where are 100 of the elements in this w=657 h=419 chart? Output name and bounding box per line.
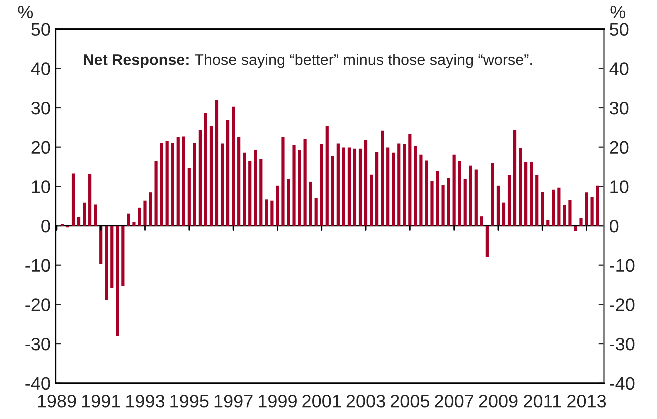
x-tick-label: 1989	[38, 394, 76, 408]
y-tick-label: 20	[32, 141, 50, 154]
bar	[420, 154, 423, 226]
bar	[171, 143, 174, 226]
y-tick-label: -20	[26, 298, 50, 312]
y2-tick-label: -20	[610, 298, 635, 312]
bar	[144, 200, 147, 226]
bar	[298, 150, 302, 226]
bar	[215, 100, 219, 226]
bar	[464, 179, 467, 226]
bar	[519, 148, 522, 226]
y2-tick-label: 30	[610, 102, 629, 115]
bar	[265, 200, 268, 226]
bar	[304, 139, 307, 226]
y-tick-label: -30	[26, 338, 50, 351]
bar	[474, 170, 478, 226]
bar	[326, 126, 329, 226]
bar	[358, 148, 362, 226]
bar	[226, 120, 230, 226]
bar	[353, 148, 357, 226]
bar	[469, 166, 472, 226]
bar	[425, 160, 428, 226]
x-tick-label: 1991	[82, 394, 120, 408]
y2-tick-label: 0	[610, 220, 619, 233]
bar	[530, 162, 534, 226]
bar	[320, 144, 324, 226]
bar	[496, 186, 500, 226]
bar	[480, 216, 484, 226]
bar	[110, 226, 114, 288]
bar	[398, 144, 401, 226]
y-tick-label: 40	[31, 62, 50, 76]
bar	[149, 192, 152, 226]
bar	[336, 144, 340, 226]
bar	[590, 197, 594, 226]
x-tick-label: 1999	[259, 394, 297, 408]
bar	[100, 226, 103, 264]
y-tick-label: -10	[26, 259, 50, 272]
x-tick-label: 2011	[524, 394, 562, 408]
x-tick-label: 1995	[170, 394, 209, 408]
y2-tick-label: -10	[610, 259, 635, 272]
bar	[436, 171, 440, 226]
bar	[248, 162, 252, 226]
y-tick-label: 50	[32, 23, 50, 36]
bar	[331, 156, 334, 226]
bar	[243, 152, 246, 226]
bar	[430, 181, 434, 226]
bar	[132, 222, 136, 226]
bar	[442, 185, 445, 226]
bar	[342, 148, 346, 226]
x-tick-label: 2005	[390, 394, 430, 408]
y2-tick-label: 20	[610, 141, 629, 154]
bar	[486, 226, 489, 258]
bar	[193, 143, 196, 226]
bar	[314, 198, 318, 226]
bar	[386, 148, 390, 226]
bar	[403, 144, 406, 226]
bar	[546, 220, 550, 226]
x-tick-label: 2003	[346, 394, 386, 408]
y2-tick-label: 10	[610, 180, 629, 194]
x-tick-label: 2013	[568, 394, 606, 408]
bar	[160, 143, 164, 226]
bar	[524, 162, 528, 226]
bar	[392, 152, 396, 226]
bar	[552, 190, 556, 226]
bar	[558, 188, 561, 226]
bar	[580, 218, 583, 226]
bar	[176, 138, 180, 226]
bar	[166, 141, 169, 226]
bar	[452, 154, 456, 226]
bar	[94, 204, 98, 226]
bar	[188, 168, 191, 226]
bar	[282, 138, 285, 226]
annotation: Net Response:	[84, 54, 189, 68]
bar	[270, 200, 274, 226]
x-tick-label: 1997	[214, 394, 253, 408]
bar	[83, 202, 86, 226]
y2-tick-label: 50	[610, 23, 629, 36]
x-tick-label: 1993	[126, 394, 165, 408]
bar	[574, 226, 578, 232]
bar	[127, 214, 130, 226]
bar	[563, 205, 566, 226]
bar	[491, 163, 494, 226]
bar	[585, 192, 588, 226]
bar	[568, 200, 572, 226]
bar	[376, 152, 379, 226]
bar	[414, 146, 418, 226]
bar	[447, 178, 450, 226]
bar	[364, 140, 368, 226]
bar	[116, 226, 120, 336]
bar	[508, 175, 512, 226]
bar	[204, 113, 208, 226]
y-tick-label: 30	[32, 102, 50, 115]
bar	[254, 150, 258, 226]
bar	[154, 162, 158, 226]
bar	[502, 202, 506, 226]
y2-axis-title: %	[610, 6, 626, 19]
bar	[88, 174, 92, 226]
x-tick-label: 2001	[302, 394, 342, 408]
x-tick-label: 2009	[479, 394, 518, 408]
bar	[287, 179, 290, 226]
